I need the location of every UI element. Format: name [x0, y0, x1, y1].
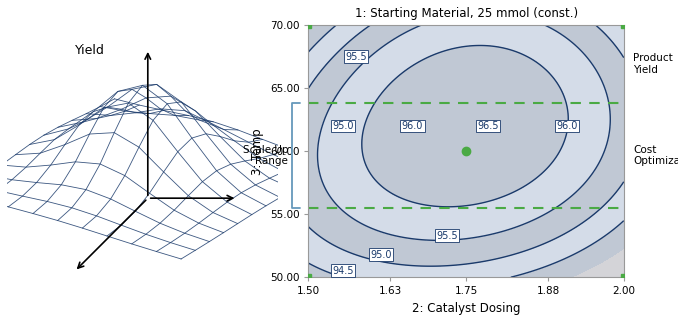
Title: 1: Starting Material, 25 mmol (const.): 1: Starting Material, 25 mmol (const.): [355, 7, 578, 20]
Text: 96.0: 96.0: [402, 121, 423, 131]
Text: 96.0: 96.0: [557, 121, 578, 131]
Text: 95.0: 95.0: [370, 249, 392, 260]
Y-axis label: 3: Temp: 3: Temp: [252, 128, 264, 175]
Text: 94.5: 94.5: [332, 266, 354, 276]
Text: Yield: Yield: [75, 44, 104, 57]
Text: 95.5: 95.5: [437, 231, 458, 241]
Text: 95.5: 95.5: [345, 52, 367, 62]
Text: 96.5: 96.5: [477, 121, 499, 131]
Text: 95.0: 95.0: [332, 121, 354, 131]
Text: Product
Yield: Product Yield: [633, 54, 673, 75]
X-axis label: 2: Catalyst Dosing: 2: Catalyst Dosing: [412, 302, 521, 315]
Text: Scale Up
Range: Scale Up Range: [243, 145, 288, 166]
Text: Cost
Optimization: Cost Optimization: [633, 145, 678, 166]
